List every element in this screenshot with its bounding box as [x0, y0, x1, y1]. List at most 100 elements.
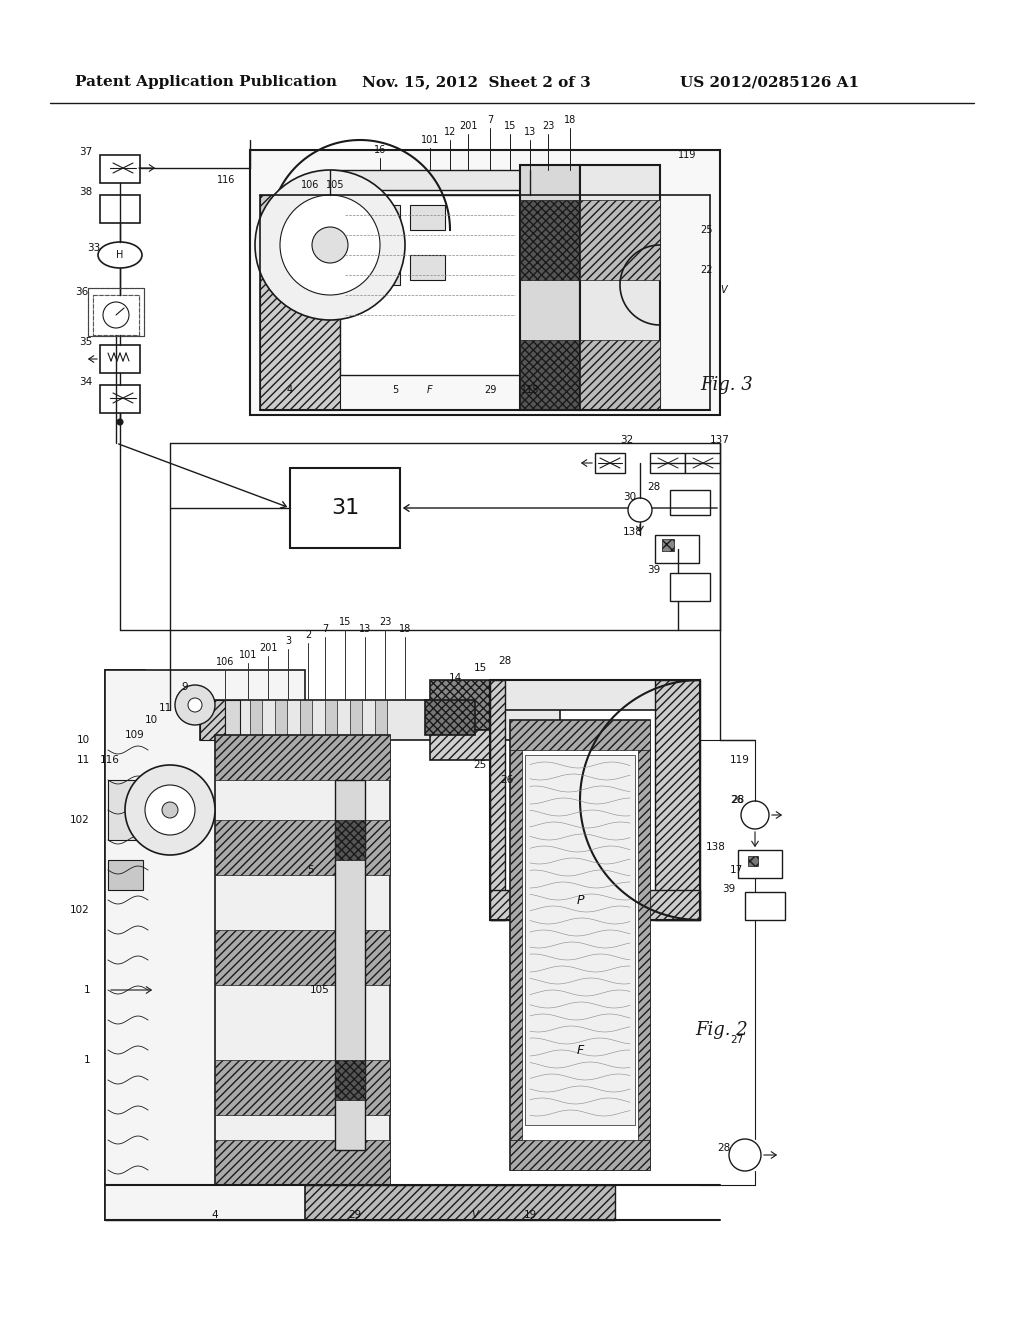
Bar — [250, 150, 720, 414]
Text: Fig. 2: Fig. 2 — [695, 1020, 748, 1039]
Text: Patent Application Publication: Patent Application Publication — [75, 75, 337, 88]
Bar — [300, 700, 312, 741]
Bar — [595, 453, 625, 473]
Text: 16: 16 — [374, 145, 386, 154]
Text: 1: 1 — [83, 1055, 90, 1065]
Bar — [490, 680, 700, 920]
Bar — [105, 671, 145, 1220]
Ellipse shape — [98, 242, 142, 268]
Text: 4: 4 — [212, 1210, 218, 1220]
Bar — [105, 671, 305, 1220]
Bar — [215, 735, 390, 780]
Text: 39: 39 — [722, 884, 735, 894]
Circle shape — [162, 803, 178, 818]
Text: 32: 32 — [620, 436, 633, 445]
Bar — [108, 861, 143, 890]
Text: 15: 15 — [473, 663, 486, 673]
Text: V: V — [720, 285, 727, 294]
Text: 13: 13 — [524, 127, 537, 137]
Text: 19: 19 — [523, 1210, 537, 1220]
Text: F: F — [577, 1044, 584, 1056]
Bar — [745, 892, 785, 920]
Text: 11: 11 — [159, 704, 172, 713]
Text: 31: 31 — [331, 498, 359, 517]
Bar — [520, 165, 580, 411]
Bar — [100, 345, 140, 374]
Text: 13: 13 — [358, 624, 371, 634]
Text: 23: 23 — [542, 121, 554, 131]
Text: Nov. 15, 2012  Sheet 2 of 3: Nov. 15, 2012 Sheet 2 of 3 — [362, 75, 591, 88]
Bar — [215, 735, 390, 1185]
Text: 10: 10 — [77, 735, 90, 744]
Bar — [360, 255, 400, 285]
Text: 38: 38 — [79, 187, 92, 197]
Text: 102: 102 — [71, 814, 90, 825]
Text: 119: 119 — [730, 755, 750, 766]
Bar — [100, 385, 140, 413]
Text: 25: 25 — [473, 760, 486, 770]
Text: 15: 15 — [339, 616, 351, 627]
Circle shape — [117, 418, 123, 425]
Text: 23: 23 — [379, 616, 391, 627]
Text: 10: 10 — [144, 715, 158, 725]
Circle shape — [175, 685, 215, 725]
Text: 102: 102 — [71, 906, 90, 915]
Bar — [250, 700, 262, 741]
Bar — [360, 205, 400, 235]
Text: 2: 2 — [305, 630, 311, 640]
Bar — [335, 820, 365, 861]
Circle shape — [125, 766, 215, 855]
Bar — [260, 195, 340, 411]
Text: 116: 116 — [217, 176, 234, 185]
Text: Fig. 3: Fig. 3 — [700, 376, 753, 393]
Circle shape — [255, 170, 406, 319]
Bar — [510, 719, 650, 750]
Text: 7: 7 — [486, 115, 494, 125]
Text: 18: 18 — [399, 624, 411, 634]
Bar — [638, 750, 650, 1140]
Text: 33: 33 — [87, 243, 100, 253]
Text: 9: 9 — [181, 682, 188, 692]
Bar — [325, 700, 337, 741]
Text: 201: 201 — [259, 643, 278, 653]
Bar — [490, 890, 700, 920]
Circle shape — [741, 801, 769, 829]
Bar — [108, 780, 143, 840]
Text: H: H — [117, 249, 124, 260]
Text: 25: 25 — [700, 224, 713, 235]
Text: 34: 34 — [79, 378, 92, 387]
Text: 101: 101 — [239, 649, 257, 660]
Bar — [215, 1060, 390, 1115]
Text: 116: 116 — [100, 755, 120, 766]
Text: 101: 101 — [421, 135, 439, 145]
Bar — [650, 453, 685, 473]
Bar — [748, 855, 758, 866]
Bar — [580, 201, 660, 280]
Bar — [225, 700, 240, 741]
Text: 4: 4 — [287, 385, 293, 395]
Bar — [510, 1140, 650, 1170]
Text: 27: 27 — [730, 1035, 743, 1045]
Bar — [330, 170, 530, 190]
Circle shape — [103, 302, 129, 327]
Bar — [93, 294, 139, 335]
Text: 17: 17 — [730, 865, 743, 875]
Text: 39: 39 — [647, 565, 660, 576]
Text: 26: 26 — [730, 795, 743, 805]
Bar — [200, 700, 225, 741]
Bar — [275, 700, 287, 741]
Bar — [350, 700, 362, 741]
Text: 109: 109 — [125, 730, 145, 741]
Text: 105: 105 — [310, 985, 330, 995]
Text: 5: 5 — [306, 865, 313, 875]
Text: 11: 11 — [77, 755, 90, 766]
Bar — [670, 573, 710, 601]
Text: 137: 137 — [710, 436, 730, 445]
Text: 14: 14 — [449, 673, 462, 682]
Bar — [88, 288, 144, 337]
Bar — [215, 820, 390, 875]
Text: 138: 138 — [707, 842, 726, 851]
Text: V: V — [471, 1210, 478, 1220]
Text: 22: 22 — [700, 265, 713, 275]
Bar — [100, 195, 140, 223]
